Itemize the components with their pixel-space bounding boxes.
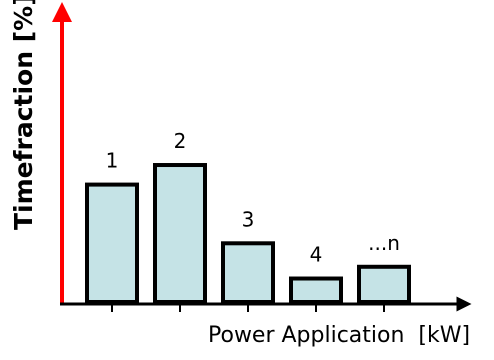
bars-group [85, 163, 411, 305]
bar-label-2: 2 [174, 129, 187, 153]
x-axis-label: Power Application [kW] [208, 323, 470, 348]
bar-label-3: 3 [242, 207, 255, 231]
bar-label-4: 4 [310, 243, 323, 267]
bar-labels-group: 1 2 3 4 ...n [106, 129, 400, 266]
y-axis-label: Timefraction [%] [9, 0, 38, 230]
bar-3 [221, 241, 275, 304]
bar-1 [85, 182, 139, 304]
bar-label-5: ...n [368, 231, 400, 255]
bar-4 [289, 276, 343, 305]
bar-5 [357, 264, 411, 305]
bar-2 [153, 163, 207, 304]
bar-label-1: 1 [106, 149, 119, 173]
